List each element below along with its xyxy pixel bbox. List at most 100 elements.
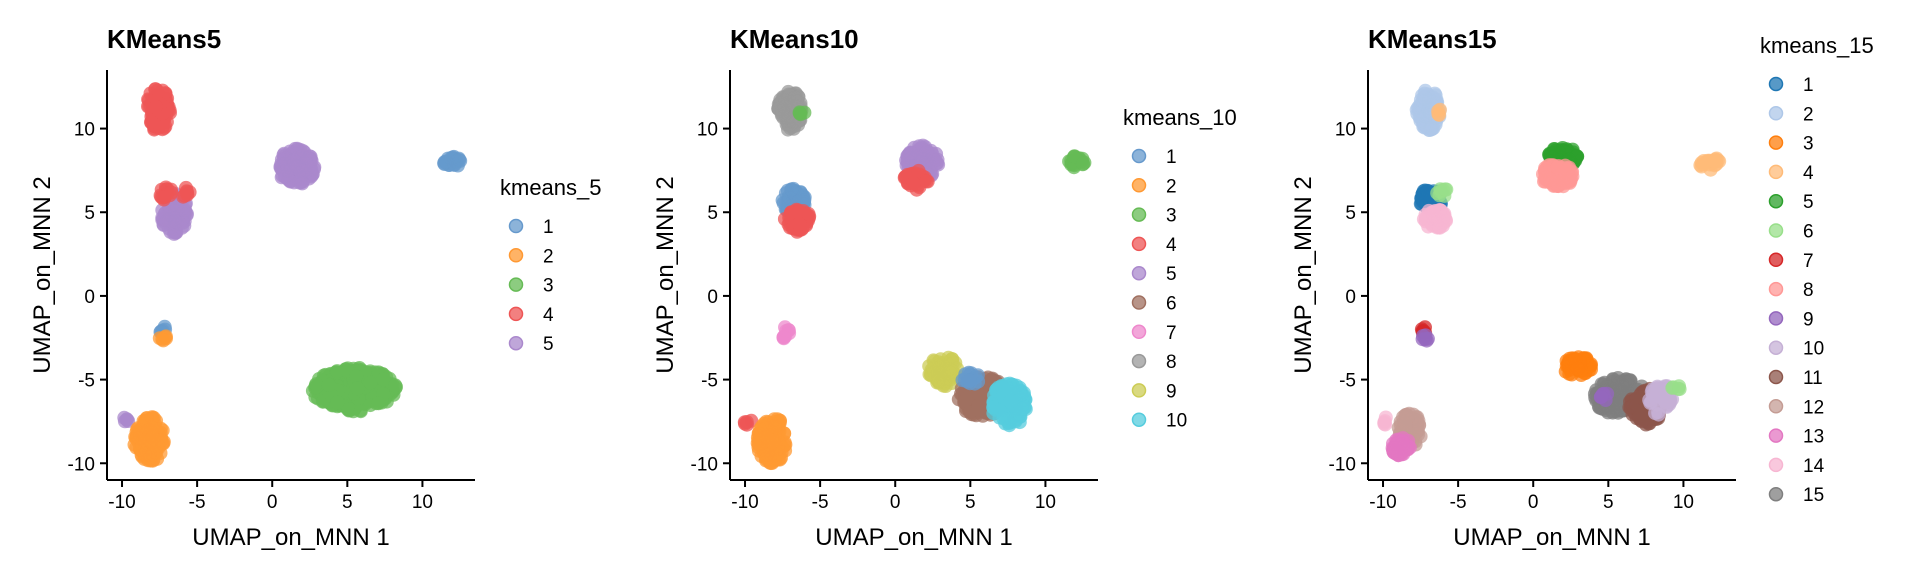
legend-swatch	[1131, 207, 1147, 222]
legend-swatch	[1131, 265, 1147, 281]
point-cluster-5	[903, 145, 918, 160]
point-cluster-2	[765, 435, 779, 450]
x-tick-label: 0	[890, 492, 901, 513]
point-cluster-9	[1594, 390, 1609, 404]
y-tick-label: 5	[1345, 203, 1356, 224]
legend-label: 3	[1803, 134, 1814, 155]
legend-swatch	[1768, 106, 1784, 121]
point-cluster-5	[286, 153, 301, 168]
point-cluster-2	[156, 333, 171, 348]
point-cluster-6	[1438, 182, 1453, 197]
y-tick-label: 10	[74, 120, 95, 141]
point-cluster-3	[349, 369, 364, 384]
legend-swatch	[1768, 428, 1784, 443]
x-tick-label: 0	[1528, 492, 1539, 513]
legend-label: 13	[1803, 427, 1824, 448]
x-axis-title: UMAP_on_MNN 1	[815, 524, 1012, 551]
y-tick-label: 5	[84, 203, 95, 224]
point-cluster-12	[1402, 406, 1417, 421]
legend-swatch	[1768, 399, 1784, 414]
legend-label: 14	[1803, 456, 1825, 477]
point-cluster-8	[791, 117, 806, 132]
legend-swatch	[1768, 281, 1784, 297]
legend-label: 3	[1166, 206, 1177, 227]
x-tick-label: -10	[1369, 492, 1396, 513]
point-cluster-4	[911, 163, 926, 178]
point-cluster-3	[321, 378, 336, 392]
legend-label: 7	[1166, 323, 1177, 344]
point-cluster-5	[179, 206, 194, 221]
y-tick-label: 10	[697, 120, 718, 141]
point-cluster-5	[292, 175, 307, 190]
legend-label: 10	[1803, 339, 1824, 360]
point-cluster-13	[1389, 443, 1404, 458]
point-cluster-8	[776, 110, 791, 125]
x-tick-label: -5	[1450, 492, 1467, 513]
legend-label: 6	[1803, 222, 1814, 243]
point-cluster-4	[1432, 102, 1447, 117]
point-cluster-2	[1423, 121, 1438, 136]
legend-label: 4	[1166, 235, 1177, 256]
legend-swatch	[1768, 311, 1784, 326]
legend-label: 4	[1803, 163, 1814, 184]
panel-3: KMeans15 -10 -5 0 5 10 -10 -5 0 5 10 UMAP_on_MNN 1 U…	[1290, 24, 1874, 551]
point-cluster-3	[792, 105, 807, 120]
point-cluster-14	[1422, 211, 1436, 226]
panel-2: KMeans10 -10 -5 0 5 10 -10 -5 0 5 10 UMAP_on_MNN 1 U…	[652, 24, 1237, 551]
y-tick-label: -5	[701, 371, 718, 392]
point-cluster-4	[1695, 157, 1710, 172]
y-tick-label: -10	[691, 454, 718, 475]
x-axis-title: UMAP_on_MNN 1	[192, 524, 389, 551]
point-cluster-9	[936, 378, 951, 393]
point-cluster-4	[148, 99, 163, 114]
point-cluster-9	[1415, 332, 1430, 347]
y-tick-label: -5	[1339, 371, 1356, 392]
point-cluster-10	[1004, 381, 1019, 396]
point-cluster-3	[350, 381, 365, 396]
point-cluster-9	[926, 360, 941, 375]
x-tick-label: 5	[1603, 492, 1614, 513]
legend: kmeans_10 1 2 3 4 5 6 7 8 9 10	[1123, 105, 1237, 432]
x-tick-label: 0	[267, 492, 278, 513]
legend-label: 2	[543, 246, 554, 267]
panel-1: KMeans5 -10 -5 0 5 10 -10 -5 0 5 10 UMAP_on_MNN 1 UM…	[29, 24, 602, 551]
legend-label: 9	[1166, 381, 1177, 402]
point-cluster-4	[737, 415, 752, 430]
scatter-points	[117, 82, 468, 468]
legend-label: 2	[1166, 176, 1177, 197]
point-cluster-15	[1606, 372, 1620, 387]
chart-title: KMeans5	[107, 24, 221, 54]
legend-swatch	[508, 218, 524, 234]
legend-swatch	[1131, 324, 1147, 340]
legend-title: kmeans_15	[1760, 33, 1874, 58]
point-cluster-1	[784, 182, 799, 197]
point-cluster-4	[801, 206, 816, 221]
y-axis-title: UMAP_on_MNN 2	[652, 176, 679, 373]
legend-swatch	[1768, 164, 1784, 180]
legend-swatch	[1768, 369, 1784, 385]
x-tick-label: 5	[965, 492, 976, 513]
legend-label: 1	[1166, 147, 1177, 168]
scatter-points	[1377, 83, 1727, 463]
legend-swatch	[1131, 383, 1147, 398]
y-tick-label: 0	[707, 287, 718, 308]
x-tick-label: 10	[1035, 492, 1056, 513]
point-cluster-5	[281, 173, 296, 187]
legend-label: 7	[1803, 251, 1814, 272]
point-cluster-4	[158, 119, 173, 134]
point-cluster-8	[1565, 169, 1580, 184]
point-cluster-11	[1632, 410, 1647, 425]
point-cluster-1	[797, 193, 812, 208]
point-cluster-3	[1570, 361, 1585, 376]
y-tick-label: 0	[1345, 287, 1356, 308]
point-cluster-3	[1076, 156, 1091, 171]
point-cluster-5	[119, 412, 134, 427]
x-tick-label: 5	[342, 492, 353, 513]
legend-swatch	[508, 306, 524, 322]
y-tick-label: -5	[78, 371, 95, 392]
x-tick-label: -5	[812, 492, 829, 513]
legend-label: 8	[1166, 352, 1177, 373]
y-tick-label: -10	[1329, 454, 1356, 475]
point-cluster-3	[363, 375, 378, 390]
point-cluster-3	[353, 404, 368, 419]
